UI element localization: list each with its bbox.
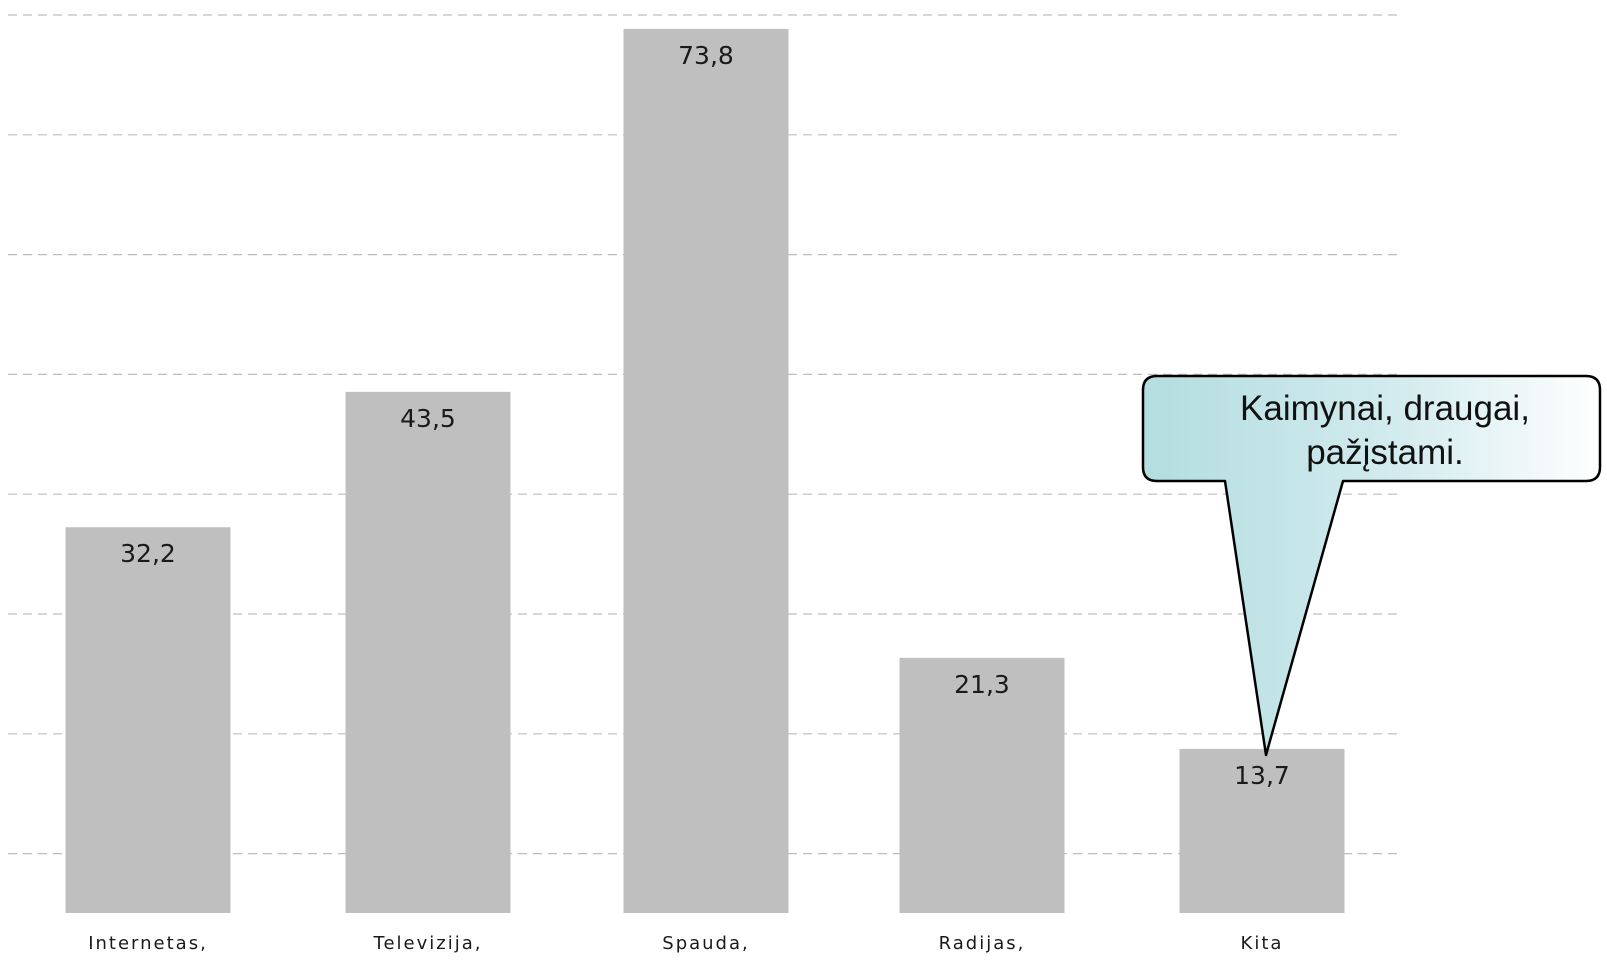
callout-annotation: Kaimynai, draugai, pažįstami.	[1141, 374, 1602, 757]
bars	[65, 28, 1345, 914]
category-label: Spauda,	[662, 933, 749, 954]
value-labels: 32,2 43,5 73,8 21,3 13,7	[120, 41, 1290, 790]
value-label: 43,5	[400, 404, 456, 433]
category-label: Televizija,	[373, 933, 483, 954]
value-label: 13,7	[1234, 761, 1290, 790]
bar-3	[623, 28, 789, 914]
category-label: Internetas,	[88, 933, 208, 954]
category-label: Kita	[1241, 933, 1284, 954]
bar-5	[1179, 748, 1345, 913]
value-label: 32,2	[120, 539, 176, 568]
bar-1	[65, 527, 231, 913]
bar-4	[899, 657, 1065, 913]
callout-text-line-2: pažįstami.	[1306, 433, 1464, 472]
value-label: 21,3	[954, 670, 1010, 699]
bar-2	[345, 391, 511, 913]
value-label: 73,8	[678, 41, 734, 70]
callout-bubble	[1141, 374, 1602, 757]
category-labels: Internetas, Televizija, Spauda, Radijas, Kit…	[88, 933, 1284, 954]
category-label: Radijas,	[939, 933, 1026, 954]
callout-text-line-1: Kaimynai, draugai,	[1240, 389, 1530, 428]
